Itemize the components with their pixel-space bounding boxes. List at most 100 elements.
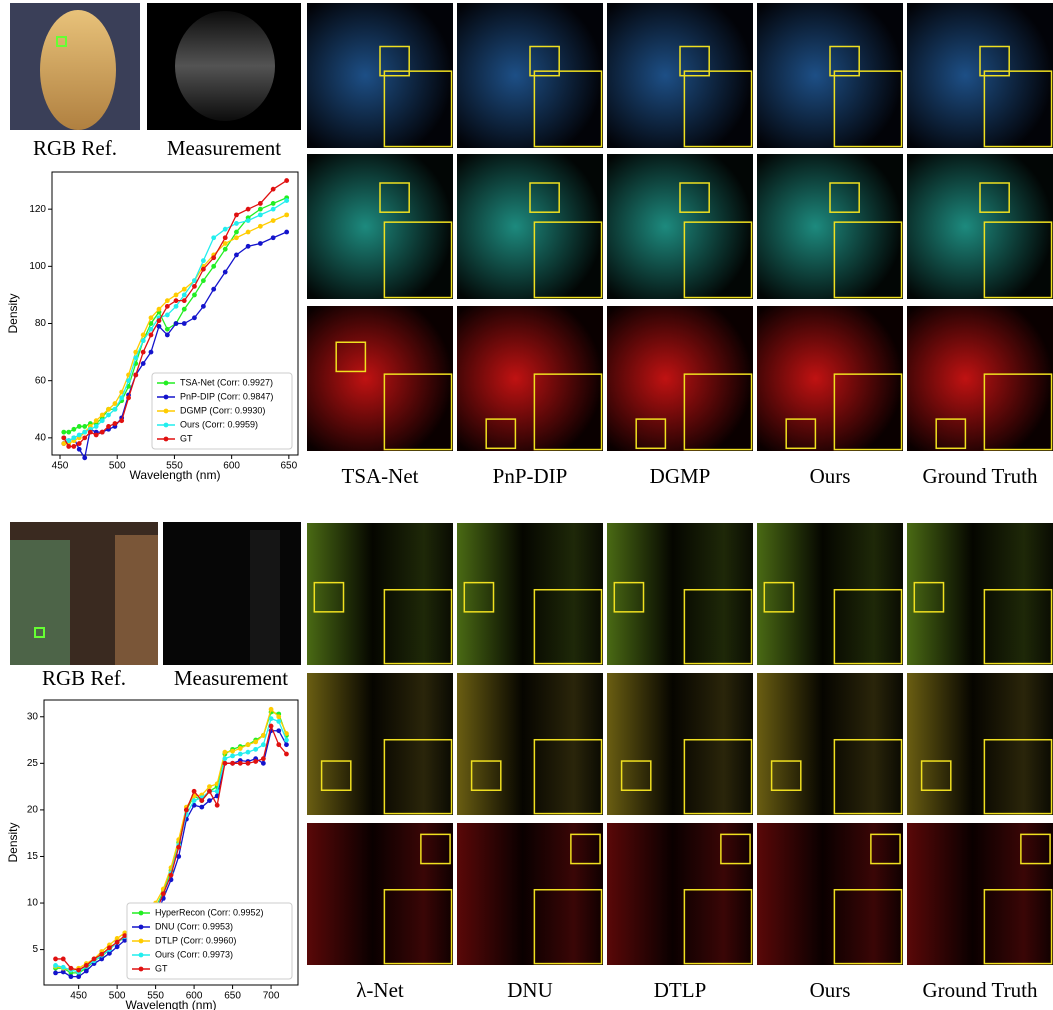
data-point xyxy=(192,284,197,289)
data-point xyxy=(53,970,58,975)
data-point xyxy=(176,845,181,850)
data-point xyxy=(199,798,204,803)
data-point xyxy=(222,756,227,761)
data-point xyxy=(284,738,289,743)
data-point xyxy=(71,427,76,432)
caption: Ours xyxy=(810,978,851,1002)
data-point xyxy=(174,293,179,298)
caption: DTLP xyxy=(654,978,707,1002)
result-image xyxy=(907,823,1053,965)
data-point xyxy=(94,418,99,423)
data-point xyxy=(230,761,235,766)
data-point xyxy=(100,430,105,435)
x-axis-label: Wavelength (nm) xyxy=(126,998,217,1010)
result-image xyxy=(907,306,1053,451)
data-point xyxy=(182,321,187,326)
data-point xyxy=(133,373,138,378)
data-point xyxy=(276,742,281,747)
data-point xyxy=(201,267,206,272)
y-axis-label: Density xyxy=(6,822,20,862)
data-point xyxy=(258,212,263,217)
data-point xyxy=(92,957,97,962)
legend-label: DNU (Corr: 0.9953) xyxy=(155,921,233,931)
data-point xyxy=(71,444,76,449)
data-point xyxy=(169,873,174,878)
data-point xyxy=(165,304,170,309)
pillar xyxy=(115,535,158,665)
y-tick-label: 80 xyxy=(35,318,47,329)
data-point xyxy=(76,968,81,973)
data-point xyxy=(184,808,189,813)
data-point xyxy=(149,333,154,338)
data-point xyxy=(230,749,235,754)
data-point xyxy=(234,221,239,226)
data-point xyxy=(246,230,251,235)
data-point xyxy=(141,333,146,338)
data-point xyxy=(215,803,220,808)
data-point xyxy=(261,742,266,747)
result-image xyxy=(457,154,603,299)
y-tick-label: 30 xyxy=(27,711,39,722)
data-point xyxy=(199,805,204,810)
legend-marker xyxy=(139,967,144,972)
data-point xyxy=(222,761,227,766)
data-point xyxy=(253,759,258,764)
data-point xyxy=(192,293,197,298)
y-tick-label: 120 xyxy=(29,204,46,215)
data-point xyxy=(276,728,281,733)
data-point xyxy=(238,752,243,757)
legend-marker xyxy=(139,939,144,944)
data-point xyxy=(271,187,276,192)
legend-marker xyxy=(139,925,144,930)
data-point xyxy=(106,424,111,429)
result-image xyxy=(757,823,903,965)
legend-marker xyxy=(164,381,169,386)
data-point xyxy=(115,944,120,949)
data-point xyxy=(77,424,82,429)
data-point xyxy=(71,435,76,440)
legend-marker xyxy=(139,911,144,916)
legend-label: DTLP (Corr: 0.9960) xyxy=(155,935,236,945)
data-point xyxy=(157,307,162,312)
data-point xyxy=(115,940,120,945)
x-tick-label: 650 xyxy=(224,991,241,1002)
data-point xyxy=(61,965,66,970)
legend-label: HyperRecon (Corr: 0.9952) xyxy=(155,907,264,917)
door xyxy=(10,540,70,665)
y-tick-label: 40 xyxy=(35,432,47,443)
x-tick-label: 600 xyxy=(223,461,240,472)
result-image xyxy=(457,523,603,665)
data-point xyxy=(211,287,216,292)
data-point xyxy=(192,315,197,320)
data-point xyxy=(66,444,71,449)
legend-label: TSA-Net (Corr: 0.9927) xyxy=(180,377,273,387)
result-image xyxy=(607,306,753,451)
data-point xyxy=(192,789,197,794)
legend-marker xyxy=(164,395,169,400)
data-point xyxy=(94,433,99,438)
result-image xyxy=(307,154,453,299)
data-point xyxy=(53,963,58,968)
data-point xyxy=(61,435,66,440)
data-point xyxy=(271,218,276,223)
data-point xyxy=(246,218,251,223)
data-point xyxy=(258,207,263,212)
result-image xyxy=(307,823,453,965)
data-point xyxy=(149,315,154,320)
data-point xyxy=(211,255,216,260)
y-tick-label: 20 xyxy=(27,805,39,816)
data-point xyxy=(61,957,66,962)
data-point xyxy=(253,747,258,752)
data-point xyxy=(271,201,276,206)
data-point xyxy=(258,241,263,246)
data-point xyxy=(276,714,281,719)
data-point xyxy=(234,230,239,235)
data-point xyxy=(246,244,251,249)
data-point xyxy=(82,430,87,435)
legend-label: PnP-DIP (Corr: 0.9847) xyxy=(180,391,273,401)
legend-marker xyxy=(164,423,169,428)
result-image xyxy=(457,823,603,965)
caption: RGB Ref. xyxy=(42,666,126,690)
data-point xyxy=(182,287,187,292)
data-point xyxy=(253,740,258,745)
